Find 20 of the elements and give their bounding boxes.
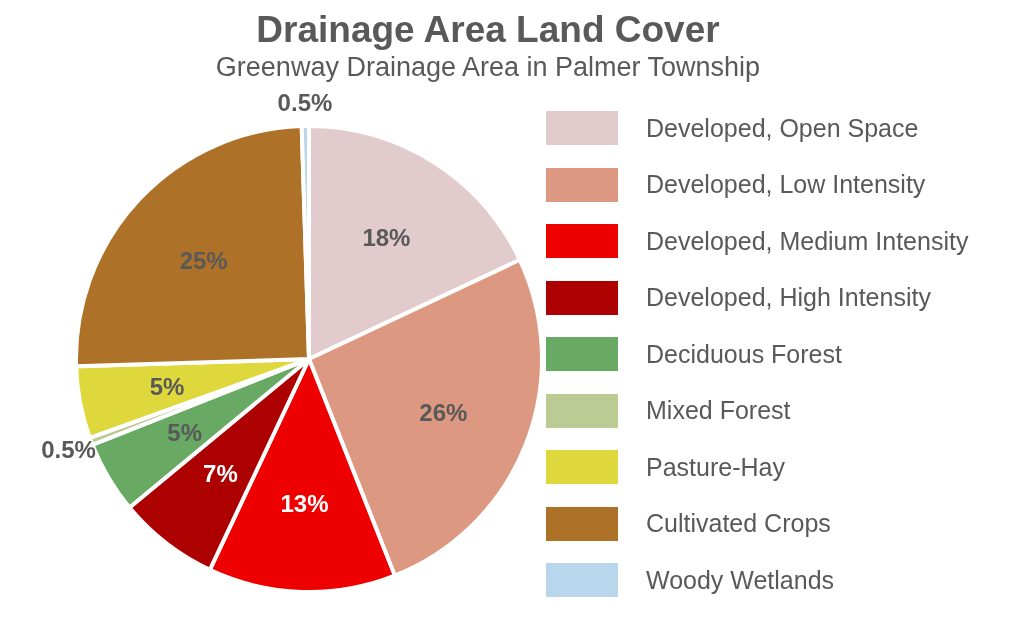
legend-label: Developed, High Intensity [646,283,931,313]
legend-label: Developed, Low Intensity [646,170,926,200]
data-label: 5% [167,419,202,447]
legend-label: Mixed Forest [646,396,791,426]
data-label: 26% [419,398,468,426]
data-label: 25% [179,246,228,274]
data-label: 18% [362,223,411,251]
data-label: 7% [203,459,238,487]
data-label: 0.5% [41,436,96,464]
data-label: 5% [149,372,185,400]
chart-subtitle: Greenway Drainage Area in Palmer Township [214,51,762,84]
data-label: 0.5% [277,88,333,116]
legend-label: Developed, Open Space [646,113,919,143]
data-label: 13% [280,489,329,517]
legend-label: Deciduous Forest [646,339,842,369]
legend-label: Developed, Medium Intensity [646,226,969,256]
chart-title: Drainage Area Land Cover [255,9,721,50]
legend-label: Woody Wetlands [646,565,835,595]
legend-label: Cultivated Crops [646,509,831,539]
legend-label: Pasture-Hay [646,452,785,482]
